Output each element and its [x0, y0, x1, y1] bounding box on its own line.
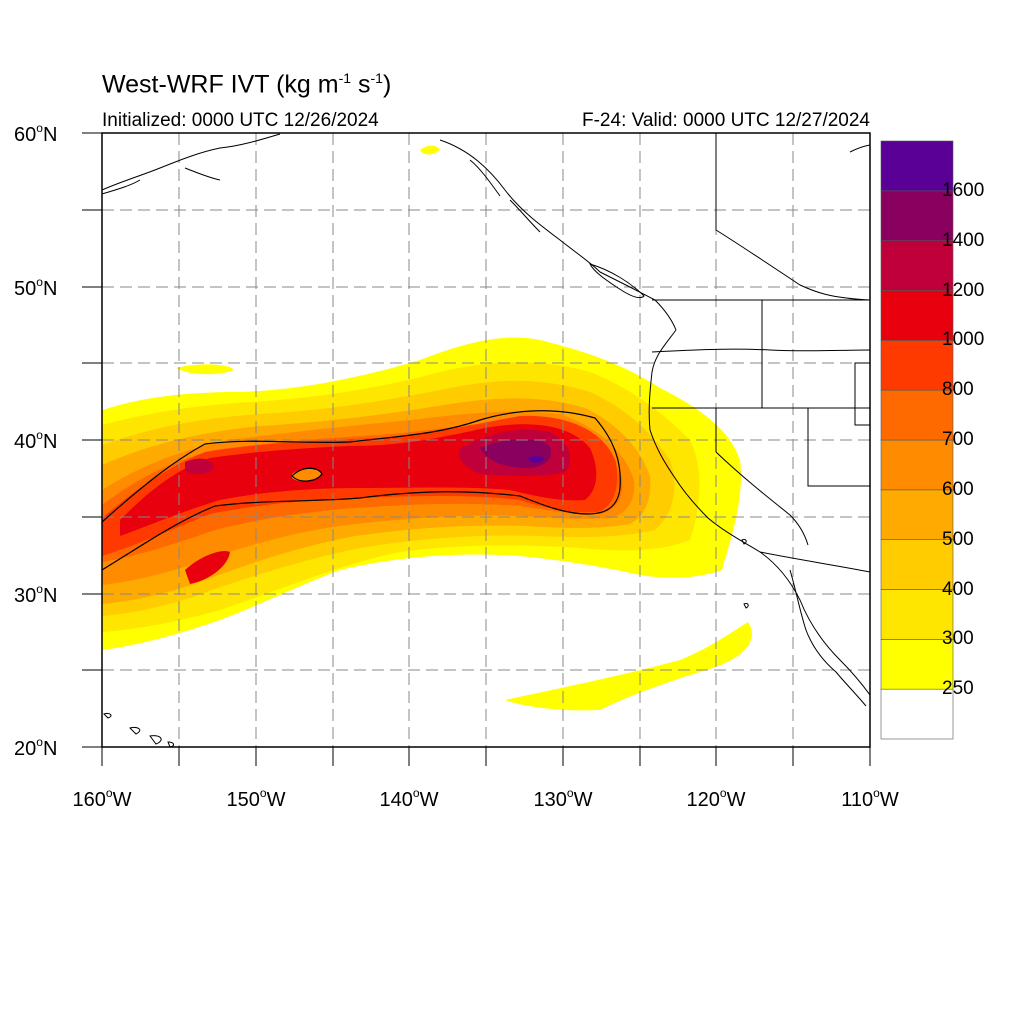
vancouver-island — [589, 263, 645, 299]
hudson-coast — [849, 144, 870, 153]
colorbar-level-label: 1200 — [942, 279, 985, 301]
colorbar-level-label: 300 — [942, 628, 974, 650]
lat-label-60: 60oN — [14, 121, 58, 146]
lon-label-140: 140oW — [379, 786, 439, 811]
colorbar — [880, 140, 954, 740]
ivt-band-250-south — [505, 622, 752, 711]
colorbar-level-label: 1400 — [942, 229, 985, 251]
colorbar-level-label: 250 — [942, 678, 974, 700]
ivt-band-1200-west — [185, 458, 214, 475]
colorbar-swatch — [880, 539, 954, 590]
lon-label-120: 120oW — [686, 786, 746, 811]
colorbar-level-label: 500 — [942, 528, 974, 550]
alaska-coast-south — [102, 179, 141, 195]
ivt-hole — [292, 468, 322, 482]
mexico-border — [759, 551, 870, 573]
lon-label-130: 130oW — [533, 786, 593, 811]
lon-label-110: 110oW — [841, 786, 899, 811]
channel-islands — [741, 539, 749, 609]
colorbar-swatch — [880, 389, 954, 441]
valid-time: F-24: Valid: 0000 UTC 12/27/2024 — [582, 110, 870, 131]
lon-label-150: 150oW — [226, 786, 286, 811]
colorbar-swatch — [880, 439, 954, 491]
axis-ticks — [82, 132, 871, 766]
colorbar-level-label: 800 — [942, 379, 974, 401]
alaska-coast — [102, 133, 281, 191]
se-alaska-islands — [184, 159, 541, 233]
ivt-band-1600 — [528, 455, 544, 463]
state-wa-or — [651, 348, 870, 353]
state-ca-nv-diag — [715, 451, 809, 546]
ivt-band-1000-spot — [185, 550, 230, 584]
colorbar-swatch — [880, 639, 954, 690]
colorbar-swatch — [880, 140, 954, 192]
canada-coast — [439, 139, 677, 331]
ivt-contour-hole — [291, 467, 323, 482]
colorbar-swatch — [880, 240, 954, 291]
coastlines — [102, 133, 870, 747]
ivt-shading — [102, 145, 752, 711]
graticule — [102, 133, 870, 747]
hawaii — [103, 713, 175, 747]
ivt-band-250-spot — [176, 364, 234, 375]
lat-label-40: 40oN — [14, 428, 58, 453]
colorbar-swatch — [880, 489, 954, 540]
colorbar-swatch — [880, 688, 954, 740]
ivt-contour-800 — [102, 410, 621, 571]
state-ut — [854, 362, 870, 426]
lat-label-20: 20oN — [14, 735, 58, 760]
state-nv-az — [807, 408, 870, 487]
ivt-band-250-north — [420, 145, 440, 155]
lat-label-50: 50oN — [14, 275, 58, 300]
initialized-time: Initialized: 0000 UTC 12/26/2024 — [102, 110, 379, 131]
colorbar-level-label: 1600 — [942, 179, 985, 201]
canada-interior — [715, 133, 870, 301]
colorbar-swatch — [880, 340, 954, 391]
colorbar-level-label: 1000 — [942, 329, 985, 351]
baja-coast — [789, 569, 867, 707]
lon-label-160: 160oW — [72, 786, 132, 811]
colorbar-level-label: 700 — [942, 429, 974, 450]
colorbar-level-label: 400 — [942, 578, 974, 600]
us-west-coast — [648, 329, 870, 696]
colorbar-level-label: 600 — [942, 478, 974, 500]
lat-label-30: 30oN — [14, 582, 58, 607]
map-title: West-WRF IVT (kg m-1 s-1) — [102, 70, 392, 99]
